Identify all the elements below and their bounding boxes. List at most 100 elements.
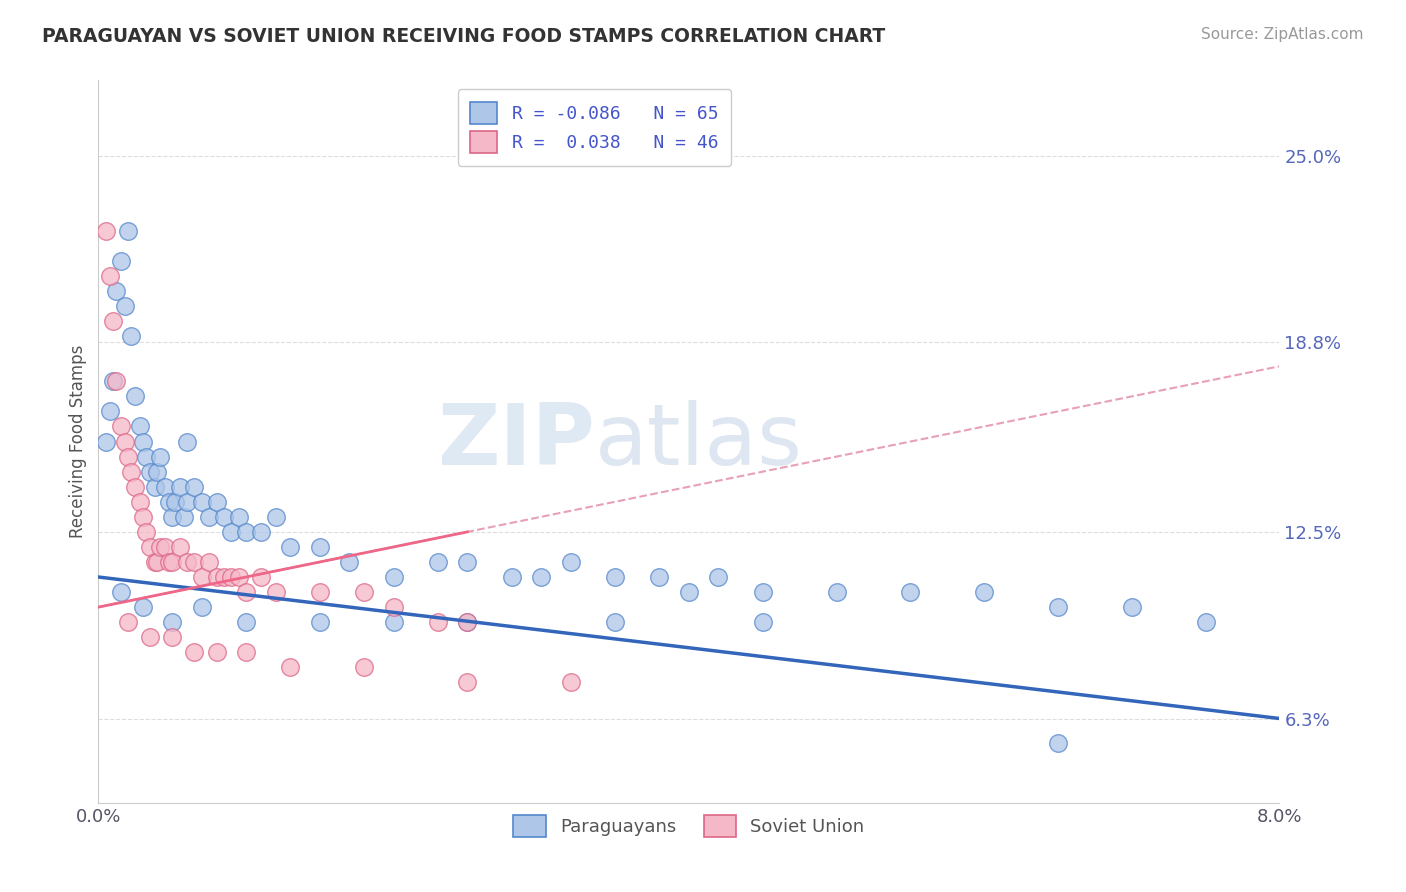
Point <box>124 480 146 494</box>
Point <box>124 389 146 403</box>
Point <box>235 615 257 630</box>
Point <box>605 615 627 630</box>
Point <box>169 540 191 554</box>
Legend: Paraguayans, Soviet Union: Paraguayans, Soviet Union <box>506 808 872 845</box>
Point <box>149 450 172 464</box>
Point <box>457 675 479 690</box>
Text: PARAGUAYAN VS SOVIET UNION RECEIVING FOOD STAMPS CORRELATION CHART: PARAGUAYAN VS SOVIET UNION RECEIVING FOO… <box>42 27 886 45</box>
Point <box>149 540 172 554</box>
Point <box>382 570 405 584</box>
Point <box>235 585 257 599</box>
Point <box>162 509 183 524</box>
Point <box>173 509 195 524</box>
Point <box>205 494 228 508</box>
Point <box>94 434 117 449</box>
Point <box>114 299 136 313</box>
Point <box>120 465 142 479</box>
Point <box>235 645 257 659</box>
Point <box>339 555 361 569</box>
Point <box>1046 735 1070 749</box>
Point <box>457 555 479 569</box>
Text: Source: ZipAtlas.com: Source: ZipAtlas.com <box>1201 27 1364 42</box>
Y-axis label: Receiving Food Stamps: Receiving Food Stamps <box>69 345 87 538</box>
Point <box>228 509 250 524</box>
Point <box>94 224 117 238</box>
Point <box>1046 600 1070 615</box>
Point <box>135 450 157 464</box>
Point <box>752 615 775 630</box>
Point <box>103 314 125 328</box>
Point <box>191 494 214 508</box>
Point <box>110 585 132 599</box>
Text: atlas: atlas <box>595 400 803 483</box>
Point <box>191 570 214 584</box>
Point <box>117 450 139 464</box>
Point <box>162 615 183 630</box>
Point <box>1121 600 1143 615</box>
Point <box>110 419 132 434</box>
Point <box>250 524 273 539</box>
Point <box>560 675 582 690</box>
Point <box>264 509 287 524</box>
Point <box>146 465 169 479</box>
Point <box>427 615 450 630</box>
Point <box>382 615 405 630</box>
Point <box>120 329 142 343</box>
Point <box>117 615 139 630</box>
Point <box>205 570 228 584</box>
Point <box>132 434 155 449</box>
Point <box>191 600 214 615</box>
Point <box>139 630 162 644</box>
Point <box>309 615 332 630</box>
Point <box>132 600 155 615</box>
Point <box>501 570 523 584</box>
Point <box>900 585 922 599</box>
Point <box>176 494 198 508</box>
Point <box>103 374 125 388</box>
Point <box>183 645 205 659</box>
Point <box>169 480 191 494</box>
Point <box>176 434 198 449</box>
Point <box>139 465 162 479</box>
Point <box>678 585 700 599</box>
Point <box>114 434 136 449</box>
Point <box>128 494 150 508</box>
Point <box>264 585 287 599</box>
Point <box>157 555 180 569</box>
Point <box>143 480 166 494</box>
Point <box>212 509 235 524</box>
Point <box>250 570 273 584</box>
Point <box>560 555 582 569</box>
Point <box>648 570 671 584</box>
Point <box>128 419 150 434</box>
Point <box>198 509 221 524</box>
Point <box>143 555 166 569</box>
Point <box>117 224 139 238</box>
Point <box>707 570 730 584</box>
Point <box>153 540 176 554</box>
Point <box>382 600 405 615</box>
Point <box>132 509 155 524</box>
Point <box>105 284 128 298</box>
Point <box>146 555 169 569</box>
Point <box>235 524 257 539</box>
Point <box>457 615 479 630</box>
Point <box>280 540 302 554</box>
Point <box>176 555 198 569</box>
Point <box>309 540 332 554</box>
Point <box>198 555 221 569</box>
Point <box>752 585 775 599</box>
Point <box>212 570 235 584</box>
Point <box>457 615 479 630</box>
Point <box>280 660 302 674</box>
Text: ZIP: ZIP <box>437 400 595 483</box>
Point <box>162 630 183 644</box>
Point <box>221 524 243 539</box>
Point <box>309 585 332 599</box>
Point <box>221 570 243 584</box>
Point <box>973 585 995 599</box>
Point <box>825 585 848 599</box>
Point <box>162 555 183 569</box>
Point <box>153 480 176 494</box>
Point <box>105 374 128 388</box>
